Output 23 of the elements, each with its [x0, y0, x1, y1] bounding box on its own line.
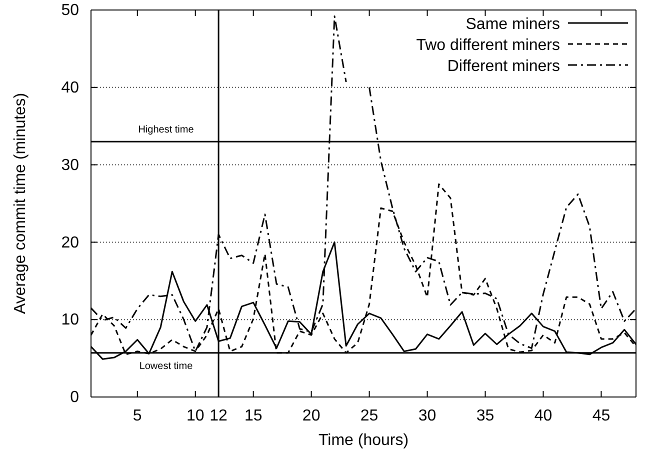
y-tick-label: 50 [61, 2, 80, 20]
y-tick-label: 30 [61, 156, 80, 174]
x-tick-label: 35 [476, 407, 494, 424]
x-tick-label: 5 [132, 407, 142, 424]
x-tick-label: 10 [186, 407, 204, 424]
y-tick-label: 10 [61, 312, 80, 329]
x-tick-label: 15 [244, 407, 262, 424]
ref-line-label: Lowest time [139, 360, 194, 372]
x-tick-label: 45 [592, 407, 610, 424]
y-axis-title: Average commit time (minutes) [12, 92, 29, 314]
y-tick-label: 40 [61, 80, 80, 97]
x-axis-title: Time (hours) [318, 432, 409, 449]
y-tick-label: 0 [70, 389, 80, 406]
legend-label: Different miners [447, 58, 560, 75]
legend-label: Two different miners [416, 37, 560, 54]
ref-line-label: Highest time [138, 124, 194, 136]
x-tick-label: 25 [360, 407, 378, 424]
x-tick-label: 40 [534, 407, 552, 424]
y-tick-label: 20 [61, 234, 80, 252]
legend-label: Same miners [466, 16, 560, 33]
x-tick-label: 30 [418, 407, 436, 424]
x-tick-label: 20 [302, 407, 320, 424]
x-tick-label: 12 [210, 407, 228, 424]
